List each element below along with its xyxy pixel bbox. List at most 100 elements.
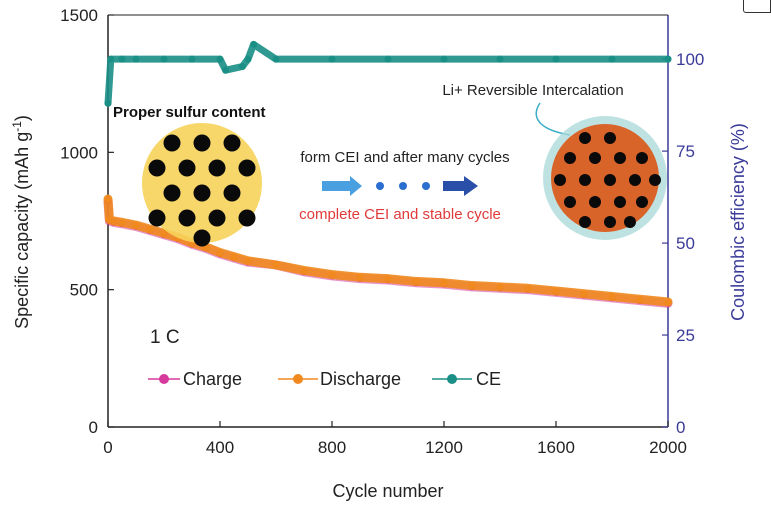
series-discharge-point [328, 271, 336, 279]
series-discharge-point [636, 295, 644, 303]
sulfur-dot [208, 159, 226, 177]
sulfur-dot [223, 134, 241, 152]
inset-arrow-text-bottom: complete CEI and stable cycle [299, 206, 501, 223]
series-discharge-point [110, 217, 118, 225]
series-ce-point [440, 55, 448, 63]
intercalated-particle-right [543, 116, 667, 240]
x-tick-label: 0 [103, 438, 112, 457]
li-dot [564, 152, 576, 164]
series-ce-point [222, 66, 230, 74]
right-y-axis-title: Coulombic efficiency (%) [728, 123, 748, 321]
x-tick-group: 0 400 800 1200 1600 2000 [103, 421, 687, 457]
inset-arrow-text-top: form CEI and after many cycles [300, 149, 509, 166]
series-discharge-point [230, 253, 238, 261]
series-discharge-band [103, 194, 673, 307]
series-ce-point [328, 55, 336, 63]
left-particle-body [142, 123, 262, 243]
series-discharge-point [118, 218, 126, 226]
x-tick-label: 2000 [649, 438, 687, 457]
li-dot [579, 216, 591, 228]
progress-arrow [322, 176, 478, 196]
series-discharge-point [440, 279, 448, 287]
series-discharge-point [300, 266, 308, 274]
series-ce-point [104, 99, 112, 107]
li-dot [614, 196, 626, 208]
arrow-left-icon [322, 176, 362, 196]
left-tick-label: 1000 [60, 143, 98, 162]
li-dot [589, 152, 601, 164]
li-dot [579, 132, 591, 144]
left-tick-label: 1500 [60, 6, 98, 25]
inset-left-title: Proper sulfur content [113, 104, 266, 121]
li-dot [604, 216, 616, 228]
li-dot [579, 174, 591, 186]
li-dot [554, 174, 566, 186]
rate-label: 1 C [150, 327, 180, 348]
series-ce-point [496, 55, 504, 63]
legend-ce-label: CE [476, 369, 501, 389]
sulfur-dot [178, 159, 196, 177]
series-ce-point [244, 55, 252, 63]
series-ce-point [107, 55, 115, 63]
sulfur-dot [148, 159, 166, 177]
sulfur-dot [208, 209, 226, 227]
series-discharge-point [132, 221, 140, 229]
right-tick-label: 50 [676, 234, 695, 253]
li-dot [589, 196, 601, 208]
series-discharge-point [664, 298, 672, 306]
li-dot [649, 174, 661, 186]
sulfur-dot [193, 134, 211, 152]
right-tick-label: 25 [676, 326, 695, 345]
series-discharge-point [552, 287, 560, 295]
series-discharge-point [160, 229, 168, 237]
li-dot [636, 196, 648, 208]
left-y-axis-title-sup: -1 [10, 121, 24, 132]
inset-illustration: Proper sulfur content form CEI and after… [113, 82, 667, 247]
left-tick-label: 0 [89, 418, 98, 437]
right-tick-label: 0 [676, 418, 685, 437]
li-dot [604, 132, 616, 144]
right-tick-label: 75 [676, 142, 695, 161]
series-ce-point [552, 55, 560, 63]
sulfur-dot [223, 184, 241, 202]
arrow-dot-3 [422, 182, 430, 190]
series-discharge-point [272, 261, 280, 269]
sulfur-dot [193, 184, 211, 202]
series-ce-point [664, 55, 672, 63]
sulfur-dot [178, 209, 196, 227]
callout-line [535, 102, 571, 136]
right-tick-label: 100 [676, 50, 704, 69]
legend-discharge-label: Discharge [320, 369, 401, 389]
series-ce-point [272, 55, 280, 63]
arrow-right-icon [443, 176, 478, 196]
series-discharge-point [496, 283, 504, 291]
series-ce-point [608, 55, 616, 63]
x-tick-label: 1600 [537, 438, 575, 457]
series-ce-point [216, 55, 224, 63]
series-ce-point [384, 55, 392, 63]
x-tick-label: 1200 [425, 438, 463, 457]
left-tick-group: 0 500 1000 1500 [60, 6, 114, 437]
sulfur-dot [193, 229, 211, 247]
sulfur-dot [238, 209, 256, 227]
series-ce-point [118, 55, 126, 63]
legend: Charge Discharge CE [148, 369, 501, 389]
legend-charge-marker [159, 374, 169, 384]
corner-tab [743, 0, 771, 13]
li-dot [629, 174, 641, 186]
series-discharge-point [384, 275, 392, 283]
li-dot [604, 174, 616, 186]
series-ce-point [132, 55, 140, 63]
sulfur-dot [163, 134, 181, 152]
series-ce [104, 40, 672, 107]
li-dot [614, 152, 626, 164]
left-tick-label: 500 [70, 281, 98, 300]
sulfur-dot [163, 184, 181, 202]
series-discharge-point [608, 293, 616, 301]
x-axis-title: Cycle number [332, 481, 443, 501]
series-discharge [103, 194, 673, 307]
sulfur-particle-left [142, 123, 262, 247]
series-discharge-point [244, 257, 252, 265]
li-dot [564, 196, 576, 208]
series-discharge-point [146, 225, 154, 233]
